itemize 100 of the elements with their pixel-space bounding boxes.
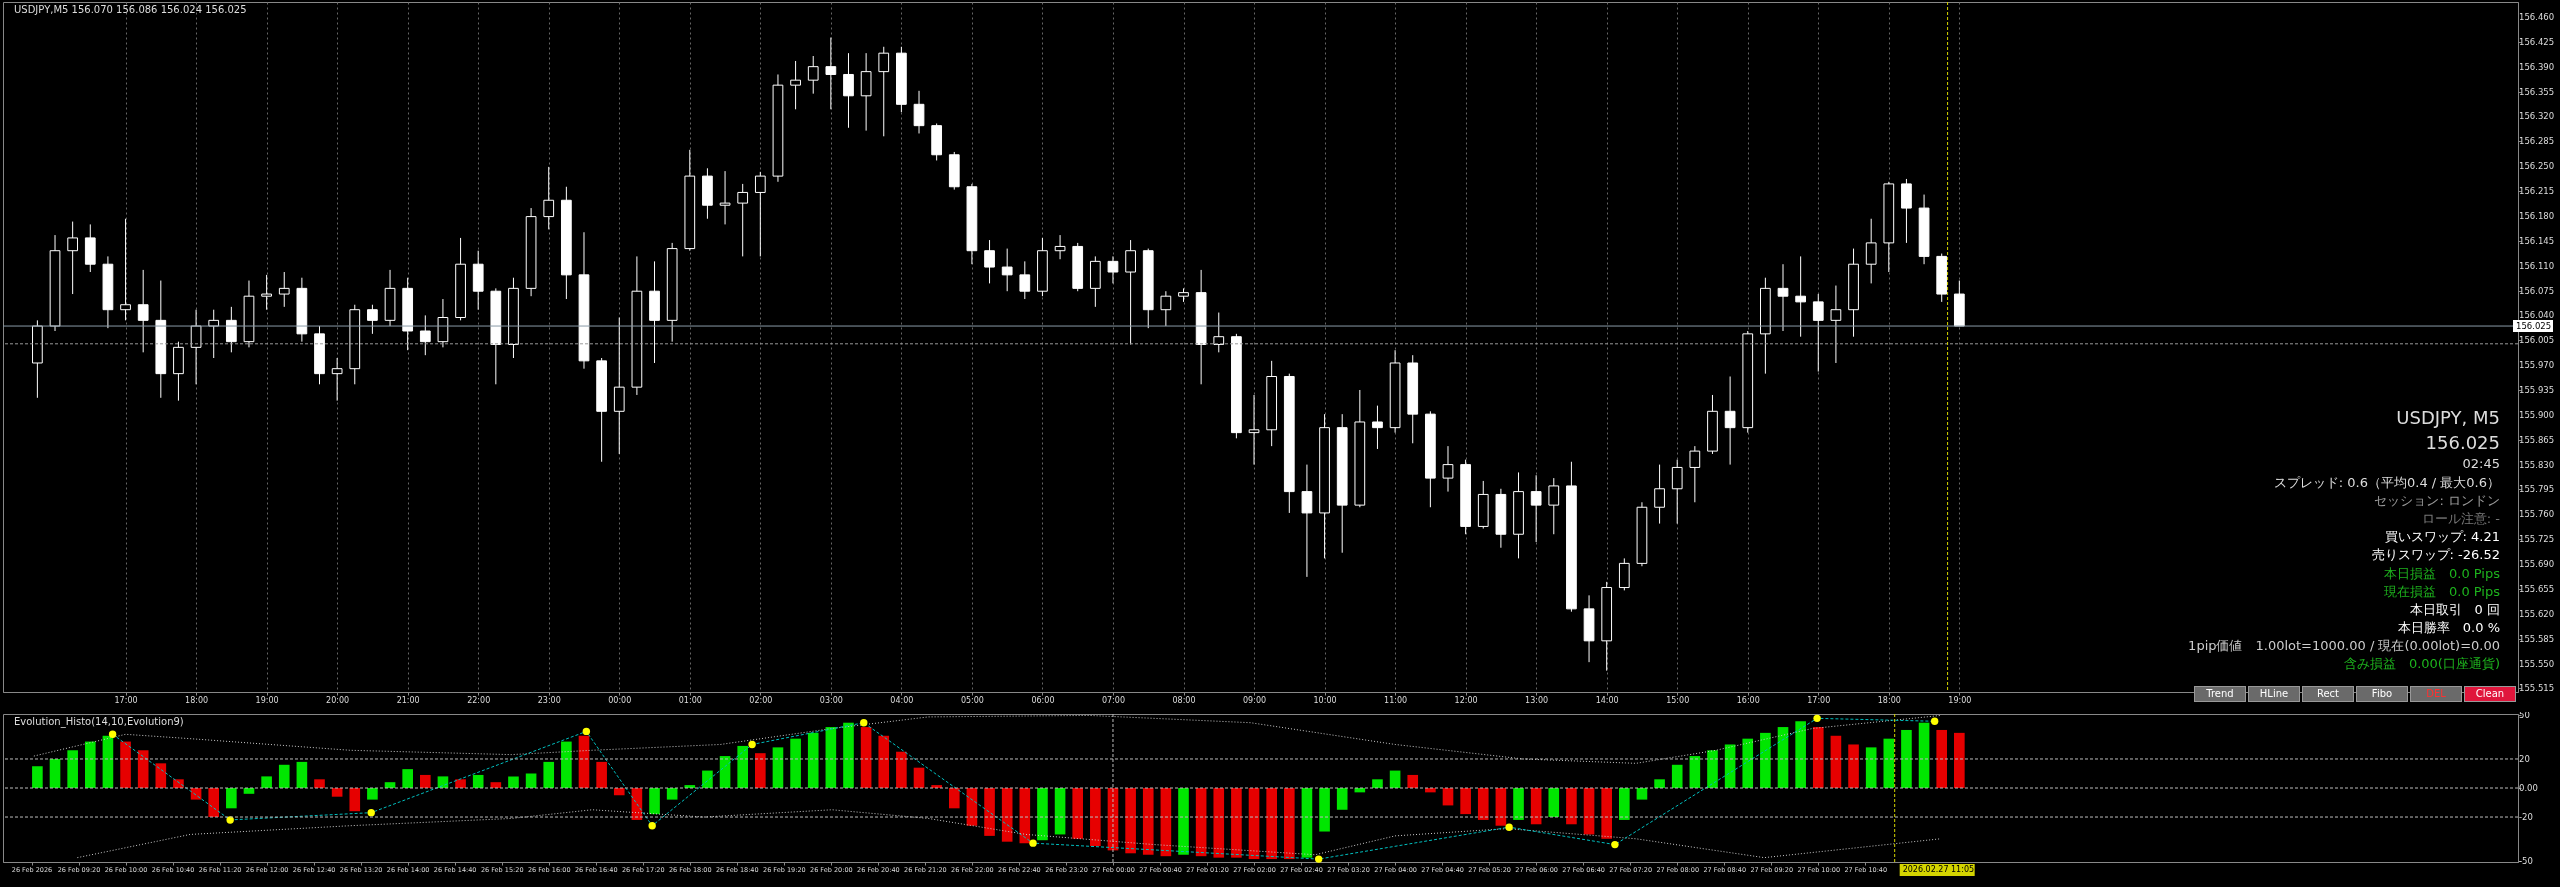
bar [525, 773, 537, 788]
y-tick-label: 155.935 [2519, 384, 2555, 395]
bar [1090, 788, 1101, 847]
candlestick [1548, 477, 1560, 535]
x-tick-label: 02:00 [749, 695, 773, 705]
x-tick-label: 04:00 [890, 695, 914, 705]
y-tick-label: 155.690 [2519, 559, 2555, 570]
bar [666, 788, 678, 800]
y-tick-label: 156.005 [2519, 335, 2555, 346]
candlestick [1654, 464, 1665, 525]
bar [472, 774, 484, 788]
bar [1848, 744, 1859, 788]
bar [843, 722, 854, 788]
y-tick-label: 156.460 [2519, 11, 2555, 22]
bar [208, 788, 220, 818]
bar [367, 788, 378, 800]
bar [755, 753, 766, 788]
point [582, 727, 591, 736]
candlestick [754, 171, 766, 257]
ref-line-label: 2026.02.27 11:05 [1902, 865, 1975, 874]
point [1930, 717, 1939, 725]
y-tick-label: 156.425 [2519, 36, 2555, 47]
y-tick-label: 155.585 [2519, 633, 2555, 644]
bar [402, 769, 413, 788]
candlestick [984, 239, 995, 284]
x-tick-label: 06:00 [1031, 695, 1055, 705]
toolbar-button[interactable]: HLine [2248, 686, 2300, 702]
y-tick-label: 156.110 [2519, 260, 2555, 271]
bar [331, 788, 343, 797]
candlestick [1689, 445, 1701, 503]
bar [1636, 788, 1648, 800]
y-tick-label: 156.145 [2519, 235, 2555, 246]
bar [1812, 727, 1824, 788]
candlestick [1125, 239, 1136, 346]
candlestick [1301, 464, 1313, 578]
bar [1742, 738, 1754, 788]
y-tick-label: 155.970 [2519, 360, 2555, 371]
bar [32, 766, 43, 788]
bar [1477, 788, 1489, 820]
bar [1178, 788, 1189, 855]
point [1505, 823, 1513, 831]
y-tick-label: 155.865 [2519, 434, 2555, 445]
annotation: 156.025 [2424, 431, 2500, 456]
annotation: 本日取引 0 回 [2408, 600, 2500, 619]
y-tick-label: 156.250 [2519, 161, 2555, 172]
candlestick [1001, 248, 1013, 292]
x-tick-label: 19:00 [255, 695, 279, 705]
bar [314, 779, 325, 788]
candlestick [737, 183, 749, 257]
bar [419, 774, 431, 788]
annotation: 02:45 [2461, 455, 2500, 474]
x-tick-label: 17:00 [1807, 695, 1831, 705]
bar [1407, 774, 1419, 788]
bar [1548, 788, 1560, 818]
bar [1054, 788, 1066, 835]
bar [1336, 788, 1348, 810]
toolbar-button[interactable]: Clean [2464, 686, 2516, 702]
bar [1566, 788, 1577, 825]
y-tick-label: 156.285 [2519, 136, 2555, 147]
bar [1795, 721, 1806, 788]
bar [1671, 764, 1683, 788]
bar [1936, 729, 1948, 788]
toolbar-button[interactable]: Trend [2194, 686, 2246, 702]
point [1813, 714, 1821, 723]
bar [702, 770, 713, 788]
toolbar-button[interactable]: Rect [2302, 686, 2354, 702]
bar [261, 776, 272, 788]
y-tick-label: 155.620 [2519, 608, 2555, 619]
x-tick-label: 20:00 [326, 695, 350, 705]
ref-line-label: 156.025 [2516, 321, 2552, 332]
bar [1231, 788, 1242, 858]
point [108, 730, 117, 739]
bar [1760, 732, 1771, 788]
bar [1513, 788, 1524, 820]
bar [1619, 788, 1630, 820]
bar [1072, 788, 1084, 839]
candlestick [67, 221, 79, 295]
y-tick-label: 155.760 [2519, 509, 2555, 520]
y-tick-label: 155.795 [2519, 484, 2555, 495]
candlestick [825, 37, 837, 110]
annotation: 本日勝率 0.0 % [2396, 619, 2500, 638]
x-tick-label: 16:00 [1736, 695, 1760, 705]
bar [1901, 729, 1912, 788]
bar [1918, 722, 1930, 788]
bar [896, 751, 907, 788]
bar [349, 788, 361, 812]
bar [1883, 738, 1895, 788]
toolbar-button[interactable]: Fibo [2356, 686, 2408, 702]
chart-title: Evolution_Histo(14,10,Evolution9) [14, 716, 184, 728]
x-tick-label: 13:00 [1525, 695, 1549, 705]
candlestick [1372, 405, 1383, 450]
x-tick-label: 17:00 [114, 695, 138, 705]
candlestick [137, 269, 149, 353]
candlestick [1442, 445, 1454, 493]
bar [1601, 788, 1612, 839]
x-tick-label: 05:00 [960, 695, 984, 705]
x-tick-label: 15:00 [1666, 695, 1690, 705]
bar [1142, 788, 1154, 855]
x-tick-label: 23:00 [537, 695, 561, 705]
bar [278, 764, 290, 788]
